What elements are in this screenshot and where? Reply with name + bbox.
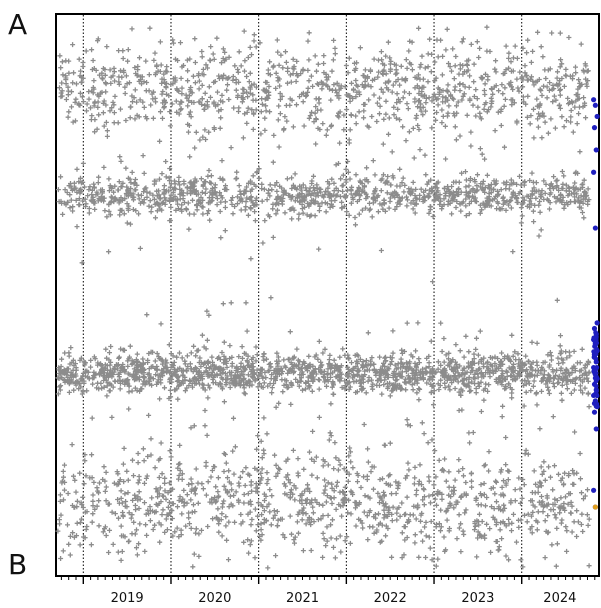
x-axis-tick-labels: 2019 2020 2021 2022 2023 2024	[111, 591, 577, 606]
data-point	[593, 147, 599, 153]
x-tick-label-2019: 2019	[111, 591, 144, 606]
blue-points	[591, 97, 600, 510]
data-point	[593, 383, 599, 389]
data-point	[592, 102, 598, 108]
data-point	[592, 225, 598, 231]
x-tick-label-2021: 2021	[286, 591, 319, 606]
data-point	[591, 97, 597, 103]
gray-points	[55, 24, 592, 571]
data-point	[591, 325, 598, 332]
data-point	[593, 426, 599, 432]
corner-label-top: A	[8, 8, 27, 41]
data-point	[592, 342, 598, 347]
gray-point-marks	[55, 24, 592, 571]
x-tick-label-2024: 2024	[543, 591, 576, 606]
x-tick-label-2023: 2023	[461, 591, 494, 606]
x-tick-label-2020: 2020	[198, 591, 231, 606]
data-point	[593, 330, 599, 335]
data-point	[592, 504, 598, 510]
data-point	[593, 378, 599, 384]
data-point	[594, 401, 600, 407]
data-point	[591, 487, 597, 493]
data-point	[593, 356, 599, 362]
data-point	[594, 388, 599, 394]
x-tick-label-2022: 2022	[374, 591, 407, 606]
data-point	[591, 409, 598, 415]
data-point	[591, 368, 597, 374]
plot-frame	[55, 13, 600, 577]
data-point	[594, 392, 600, 398]
x-axis-ticks	[60, 575, 596, 584]
data-point	[591, 125, 598, 131]
corner-label-bottom: B	[8, 548, 27, 581]
data-point	[593, 351, 599, 357]
data-point	[594, 320, 600, 326]
data-point	[591, 335, 597, 341]
data-point	[594, 113, 600, 120]
data-point	[591, 169, 597, 175]
